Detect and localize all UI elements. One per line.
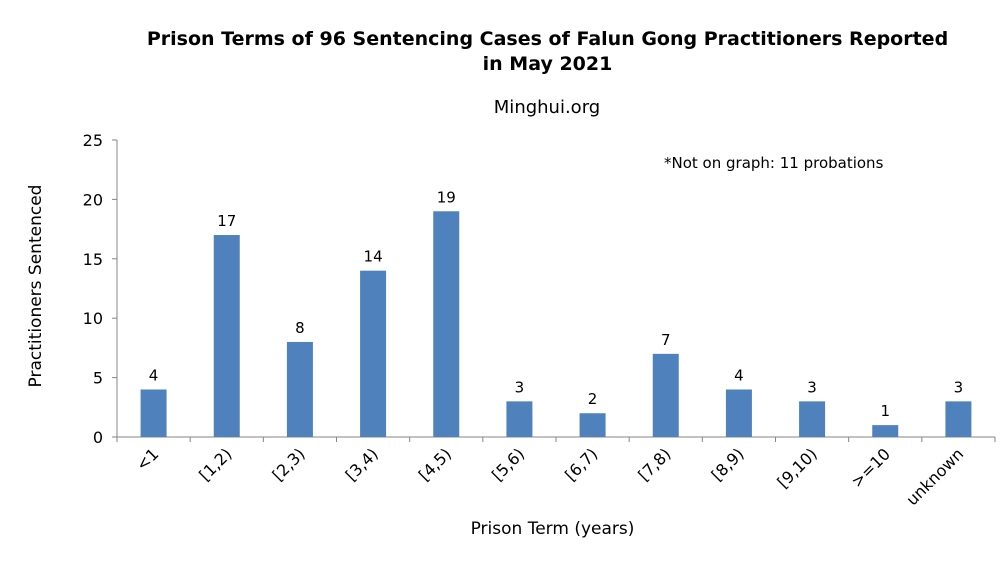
chart-annotation: *Not on graph: 11 probations [664,154,884,172]
x-tick-label: [5,6) [488,444,528,484]
bar-value-label: 3 [807,378,817,396]
bar-value-label: 14 [364,248,383,266]
bar-value-label: 8 [295,319,305,337]
y-tick-label: 25 [83,131,103,150]
chart-subtitle: Minghui.org [493,97,601,118]
y-tick-label: 0 [93,428,103,447]
bar-value-label: 1 [880,402,890,420]
bar [140,389,167,437]
x-tick-label: [6,7) [561,444,601,484]
y-tick-label: 5 [93,369,103,388]
bar [725,389,752,437]
x-tick-label: >=10 [847,444,894,491]
bar [872,425,899,437]
y-tick-label: 10 [83,309,103,328]
bar [433,211,460,437]
bar-value-label: 17 [217,212,236,230]
y-tick-label: 15 [83,250,103,269]
bar-value-label: 7 [661,331,671,349]
x-tick-label: unknown [902,444,967,509]
bar [213,235,240,437]
bar-value-label: 4 [734,366,744,384]
x-tick-label: [7,8) [634,444,674,484]
bar-value-label: 2 [588,390,598,408]
bar [945,401,972,437]
bar [579,413,606,437]
bar [286,341,313,437]
x-tick-label: [1,2) [195,444,235,484]
x-tick-label: [3,4) [342,444,382,484]
x-tick-label: [4,5) [415,444,455,484]
y-tick-label: 20 [83,190,103,209]
bar-value-label: 19 [437,188,456,206]
x-axis-label: Prison Term (years) [470,519,635,539]
bar [506,401,533,437]
bar-value-label: 3 [515,378,525,396]
chart-title: Prison Terms of 96 Sentencing Cases of F… [100,27,995,77]
bar [652,353,679,437]
bar-value-label: 3 [954,378,964,396]
bar [360,270,387,437]
x-tick-label: [2,3) [268,444,308,484]
chart-title-line-1: Prison Terms of 96 Sentencing Cases of F… [146,28,949,50]
x-tick-label: [9,10) [773,444,820,491]
bar-value-label: 4 [149,366,159,384]
x-tick-label: [8,9) [707,444,747,484]
x-tick-label: <1 [132,444,162,474]
chart-title-line-2: in May 2021 [482,53,613,75]
bar [799,401,826,437]
